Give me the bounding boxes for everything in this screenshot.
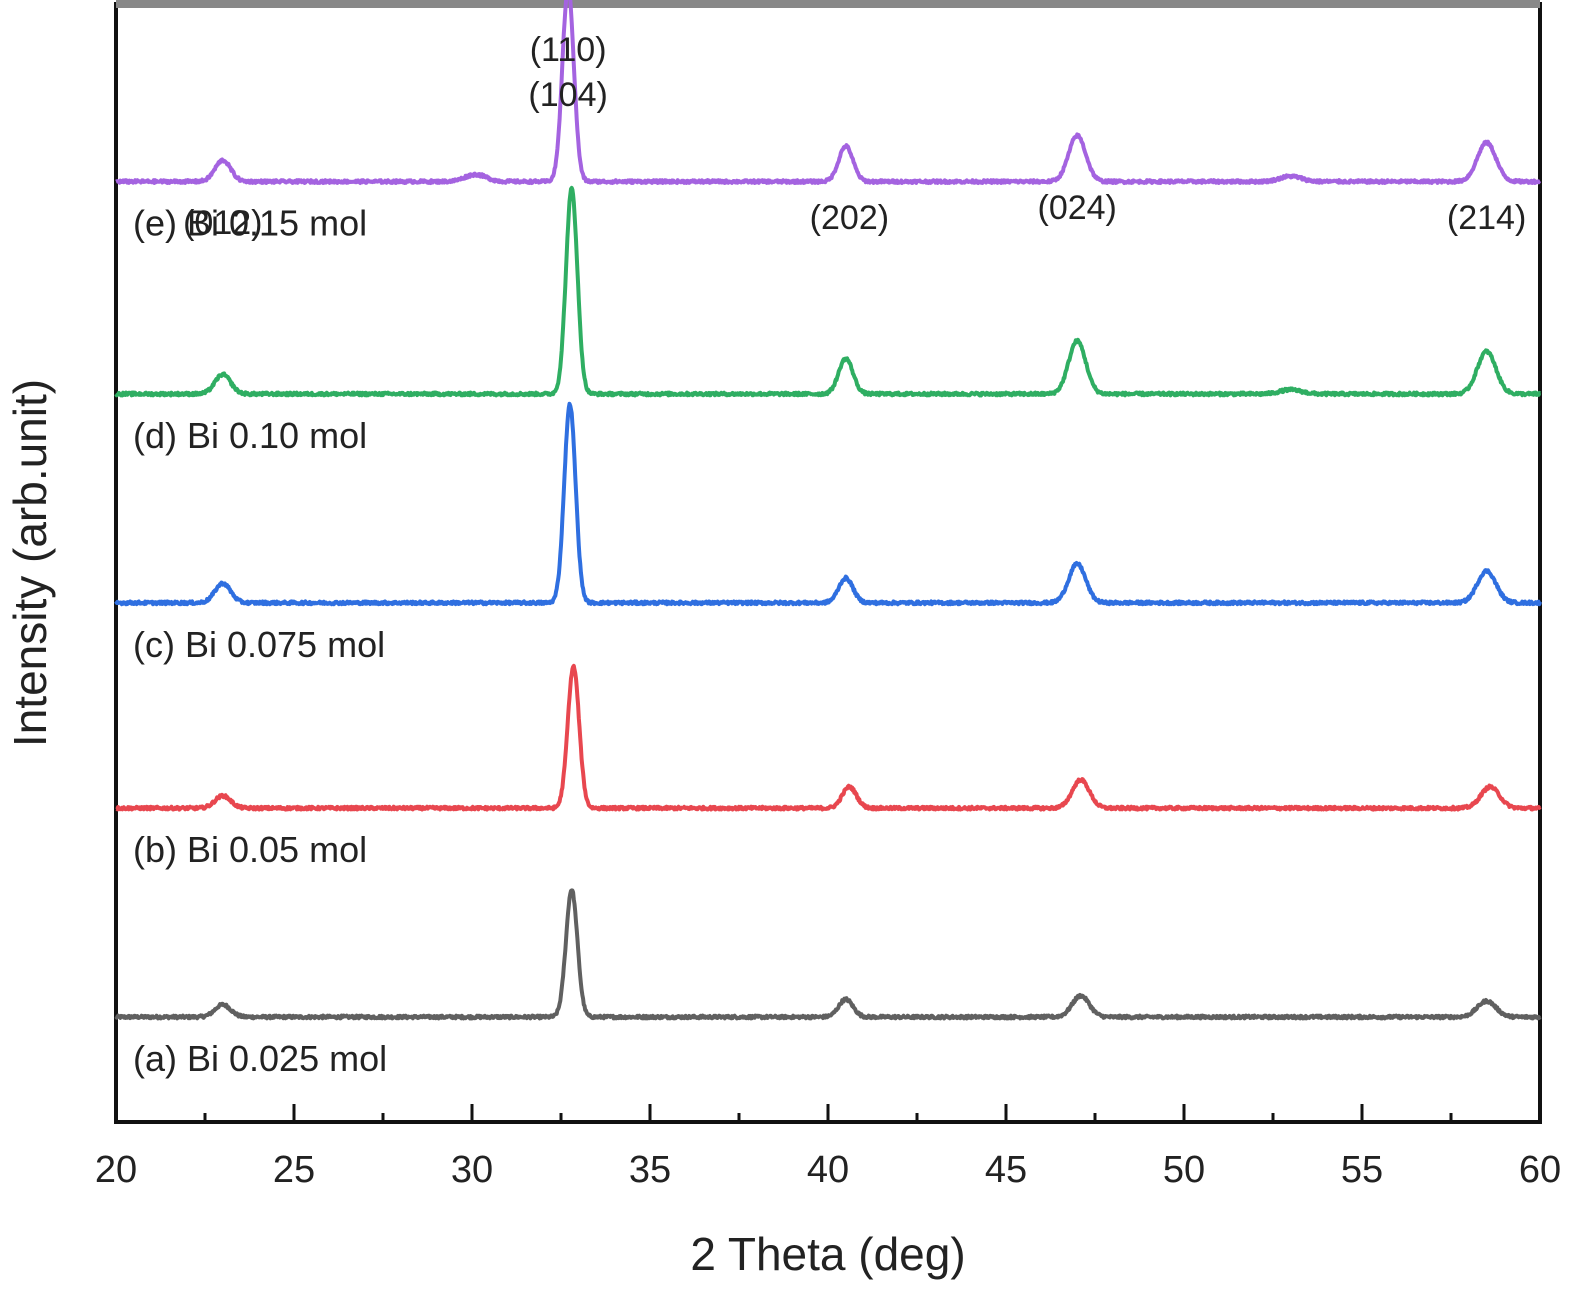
- x-tick-label: 45: [985, 1149, 1027, 1191]
- x-tick-label: 40: [807, 1149, 849, 1191]
- x-axis-title: 2 Theta (deg): [690, 1228, 965, 1280]
- plot-frame: [114, 2, 1542, 1124]
- peak-annotation: (110): [530, 31, 607, 69]
- series-label: (b) Bi 0.05 mol: [133, 829, 367, 870]
- series-label: (c) Bi 0.075 mol: [133, 624, 385, 665]
- peak-annotation: (024): [1038, 189, 1117, 227]
- x-axis-ticks: 20 25 30 35 40 45 50 55 60: [95, 1104, 1561, 1191]
- series-label: (e) Bi 0.15 mol: [133, 203, 367, 244]
- peak-annotations: (012) (110) (104) (202) (024) (214): [183, 31, 1526, 242]
- series-curves: [114, 0, 1542, 1021]
- y-axis-title: Intensity (arb.unit): [4, 379, 56, 747]
- peak-annotation: (202): [810, 199, 889, 237]
- x-tick-label: 55: [1341, 1149, 1383, 1191]
- series-line: [114, 663, 1542, 812]
- x-tick-label: 35: [629, 1149, 671, 1191]
- series-line: [114, 0, 1542, 185]
- peak-annotation: (104): [528, 76, 607, 114]
- x-tick-label: 20: [95, 1149, 137, 1191]
- series-label: (a) Bi 0.025 mol: [133, 1038, 387, 1079]
- peak-annotation: (012): [183, 204, 262, 242]
- series-line: [114, 185, 1542, 398]
- series-line: [114, 888, 1542, 1021]
- x-tick-label: 30: [451, 1149, 493, 1191]
- peak-annotation: (214): [1447, 199, 1526, 237]
- x-tick-label: 50: [1163, 1149, 1205, 1191]
- series-labels: (a) Bi 0.025 mol (b) Bi 0.05 mol (c) Bi 0.…: [133, 203, 387, 1079]
- series-label: (d) Bi 0.10 mol: [133, 415, 367, 456]
- x-tick-label: 25: [273, 1149, 315, 1191]
- top-border: [116, 0, 1540, 8]
- x-tick-label: 60: [1519, 1149, 1561, 1191]
- series-line: [114, 401, 1542, 607]
